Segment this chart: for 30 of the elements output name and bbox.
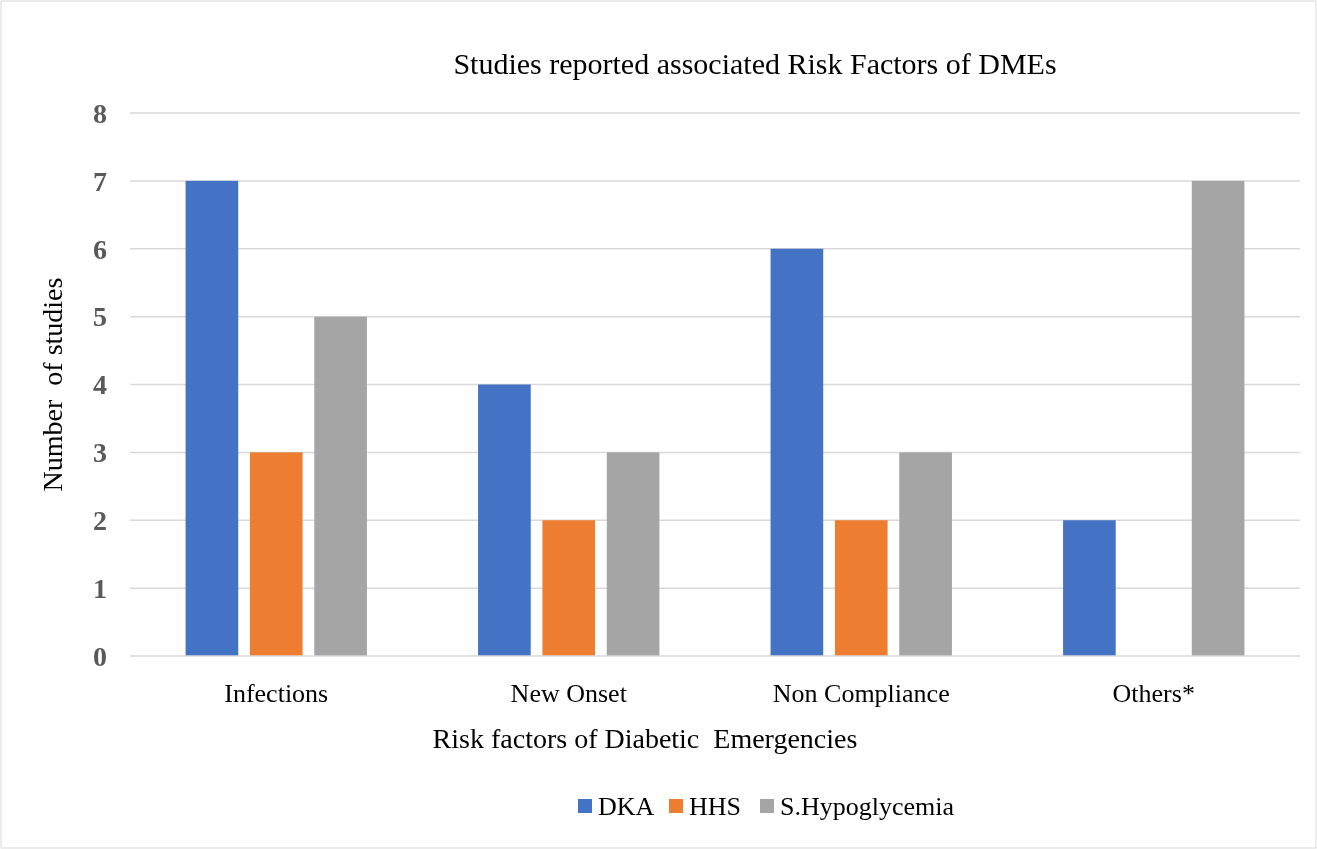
bar [249,452,303,656]
bar [314,316,367,656]
y-tick-label: 2 [93,505,107,537]
bar [1191,180,1245,656]
bar [185,180,239,656]
y-tick-label: 7 [93,165,107,197]
bar [834,520,888,656]
y-tick-label: 5 [93,301,107,333]
bar [606,452,660,656]
y-tick-label: 6 [93,233,107,265]
legend-label: HHS [689,792,742,821]
y-tick-label: 0 [93,640,107,672]
x-axis-title: Risk factors of Diabetic Emergencies [432,723,858,754]
x-tick-label: Others* [1112,679,1195,708]
bar [1063,520,1116,656]
x-tick-label: New Onset [510,679,628,708]
y-axis-title: Number of studies [37,277,68,492]
legend-label: S.Hypoglycemia [780,792,955,821]
y-tick-label: 3 [93,437,107,469]
bar [770,248,824,656]
x-tick-label: Non Compliance [772,679,950,708]
legend-label: DKA [598,792,655,821]
y-tick-label: 8 [93,97,107,129]
x-tick-label: Infections [224,679,329,708]
bar [542,520,596,656]
chart-title: Studies reported associated Risk Factors of DMEs [453,47,1057,80]
bar [478,384,531,656]
y-tick-label: 4 [93,369,107,401]
y-tick-label: 1 [93,572,107,604]
bar [899,452,952,656]
